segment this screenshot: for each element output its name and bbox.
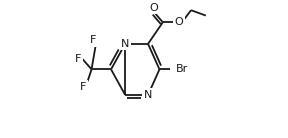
Text: O: O bbox=[175, 17, 183, 27]
Text: N: N bbox=[121, 39, 129, 49]
Text: F: F bbox=[75, 54, 81, 64]
Text: F: F bbox=[90, 35, 96, 45]
Text: Br: Br bbox=[176, 64, 188, 74]
Text: F: F bbox=[80, 82, 87, 92]
Text: N: N bbox=[144, 90, 152, 100]
Text: O: O bbox=[149, 2, 158, 13]
